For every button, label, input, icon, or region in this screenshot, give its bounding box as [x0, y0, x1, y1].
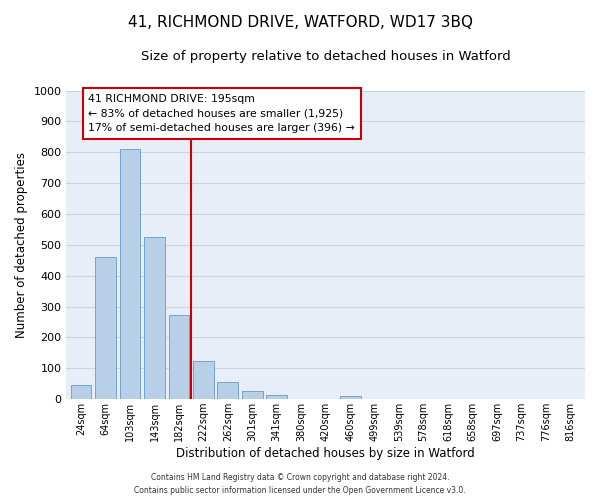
Text: 41, RICHMOND DRIVE, WATFORD, WD17 3BQ: 41, RICHMOND DRIVE, WATFORD, WD17 3BQ — [128, 15, 473, 30]
Bar — [217, 382, 238, 399]
X-axis label: Distribution of detached houses by size in Watford: Distribution of detached houses by size … — [176, 447, 475, 460]
Bar — [340, 396, 361, 399]
Bar — [119, 149, 140, 399]
Text: Contains HM Land Registry data © Crown copyright and database right 2024.
Contai: Contains HM Land Registry data © Crown c… — [134, 473, 466, 495]
Bar — [71, 384, 91, 399]
Bar — [144, 237, 165, 399]
Bar — [95, 257, 116, 399]
Bar — [169, 315, 190, 399]
Bar — [266, 396, 287, 399]
Y-axis label: Number of detached properties: Number of detached properties — [15, 152, 28, 338]
Bar — [242, 392, 263, 399]
Text: 41 RICHMOND DRIVE: 195sqm
← 83% of detached houses are smaller (1,925)
17% of se: 41 RICHMOND DRIVE: 195sqm ← 83% of detac… — [88, 94, 355, 133]
Bar — [193, 360, 214, 399]
Title: Size of property relative to detached houses in Watford: Size of property relative to detached ho… — [141, 50, 511, 63]
